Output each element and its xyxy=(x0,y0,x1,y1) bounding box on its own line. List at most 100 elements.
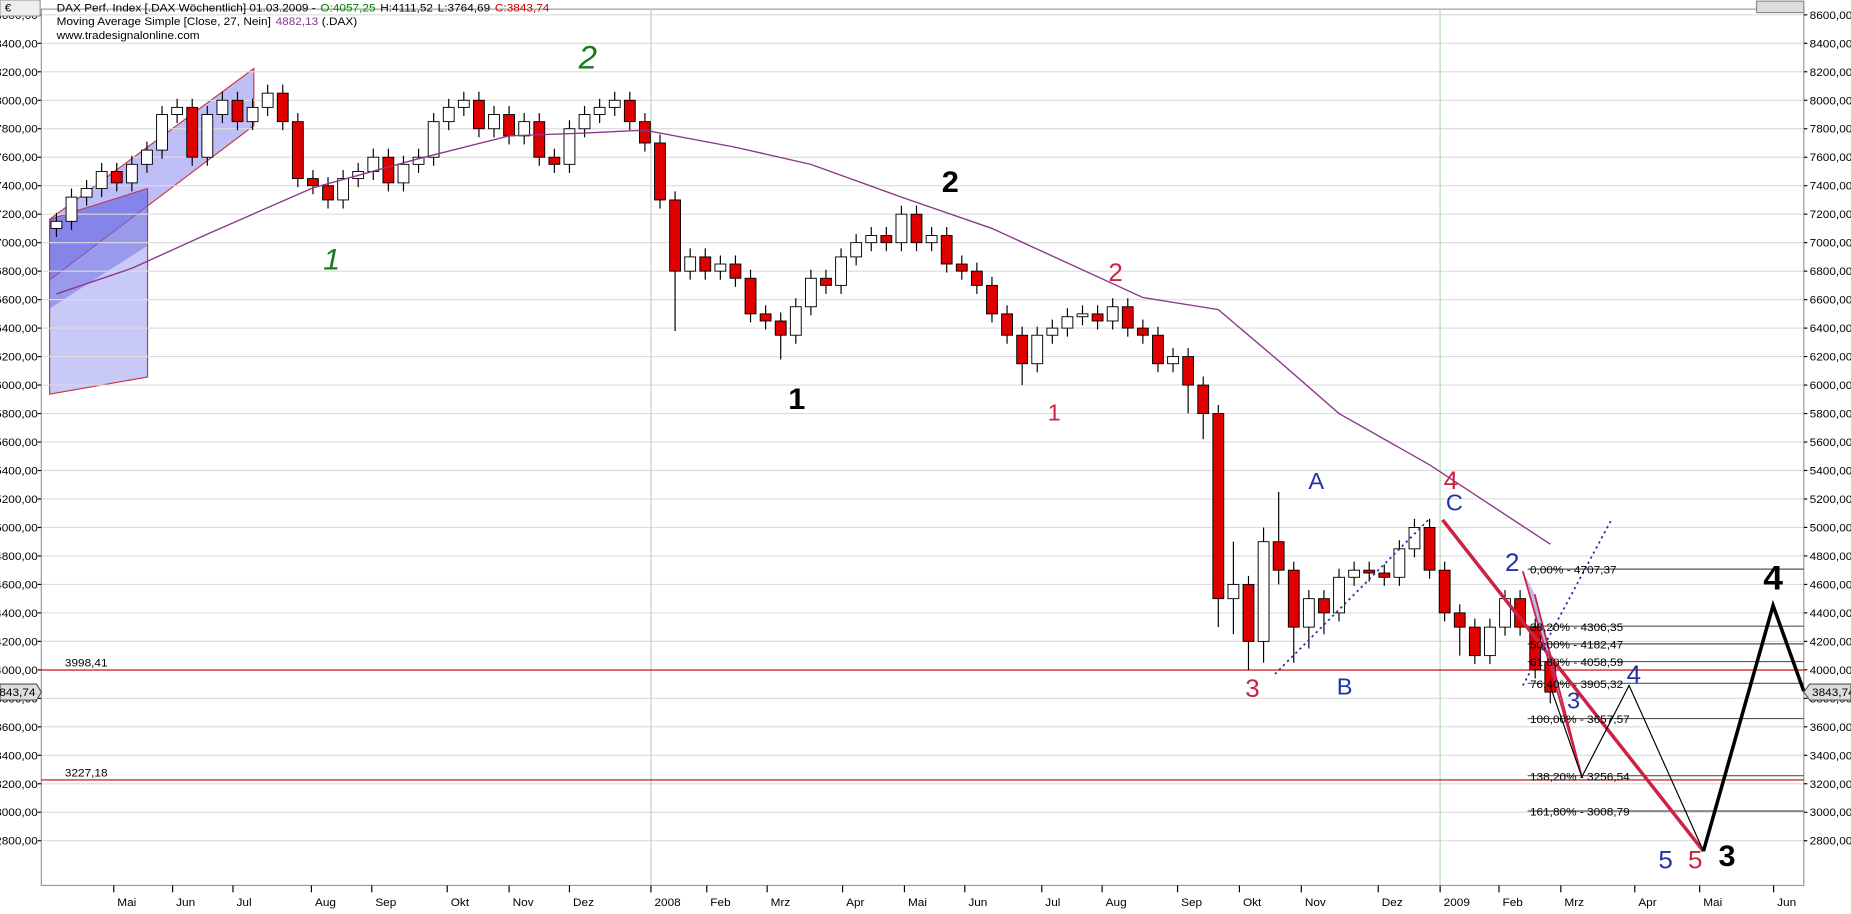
candle-body xyxy=(1484,626,1496,657)
candle-body xyxy=(623,99,636,123)
candle-body xyxy=(1318,598,1330,614)
candle-body xyxy=(171,106,184,115)
wave-label: B xyxy=(1337,674,1353,700)
candle-body xyxy=(276,92,289,123)
projection-box xyxy=(48,187,149,395)
candle-body xyxy=(699,256,712,272)
candle-body xyxy=(1061,316,1074,329)
ohlc-label: H:4111,52 xyxy=(380,2,433,15)
candle-body xyxy=(578,114,591,130)
y-tick-label: 4400,00 xyxy=(1810,607,1851,620)
y-tick-label: 4800,00 xyxy=(1810,550,1851,563)
candle-body xyxy=(50,220,63,229)
labels: 2800,00 2800,00 3000,00 3000,00 3200,00 3200,… xyxy=(0,9,1851,909)
y-tick-label: 8200,00 xyxy=(0,66,38,79)
fib-label: 50,00% - 4182,47 xyxy=(1530,639,1623,652)
candle-body xyxy=(503,114,515,137)
y-tick-label: 3200,00 xyxy=(0,778,38,791)
candle-body xyxy=(291,121,304,180)
candle-body xyxy=(1468,626,1481,657)
y-tick-label: 3400,00 xyxy=(0,749,38,762)
candle-body xyxy=(488,114,500,130)
ma-name: Moving Average Simple [Close, 27, Nein] xyxy=(57,15,271,28)
y-tick-label: 8600,00 xyxy=(1810,9,1851,22)
y-tick-label: 6400,00 xyxy=(0,322,38,335)
candle-body xyxy=(925,235,938,244)
x-tick-label: Jun xyxy=(176,896,195,909)
candle-body xyxy=(1348,569,1361,578)
price-tag-label: 3843,74 xyxy=(0,686,36,699)
fib-label: 138,20% - 3256,54 xyxy=(1530,770,1630,783)
y-tick-label: 5800,00 xyxy=(1810,408,1851,421)
y-tick-label: 7600,00 xyxy=(0,151,38,164)
candle-body xyxy=(789,306,802,336)
candle-body xyxy=(231,99,244,123)
x-tick-label: Aug xyxy=(315,896,336,909)
y-tick-label: 8000,00 xyxy=(0,94,38,107)
x-tick-label: Mai xyxy=(908,896,927,909)
candle-body xyxy=(880,235,893,244)
y-tick-label: 4800,00 xyxy=(0,550,38,563)
wave-label: 3 xyxy=(1719,840,1736,872)
candle-body xyxy=(1242,583,1255,642)
candle-body xyxy=(1076,313,1089,318)
candle-body xyxy=(397,163,410,184)
candle-body xyxy=(1031,334,1044,365)
x-tick-label: Okt xyxy=(451,896,470,909)
price-tag xyxy=(1803,683,1851,701)
candle-body xyxy=(1152,334,1164,365)
y-tick-label: 4000,00 xyxy=(0,664,38,677)
candle-body xyxy=(835,256,847,286)
candle-body xyxy=(1287,569,1300,628)
x-tick-label: Jun xyxy=(968,896,987,909)
y-tick-label: 7600,00 xyxy=(1810,151,1851,164)
y-tick-label: 6000,00 xyxy=(1810,379,1851,392)
candle-body xyxy=(804,277,817,308)
candle-body xyxy=(473,99,485,130)
wave-label: 2 xyxy=(578,40,597,75)
y-tick-label: 7400,00 xyxy=(1810,180,1851,193)
candle-body xyxy=(156,114,168,151)
window-buttons[interactable] xyxy=(1755,0,1805,14)
candle-body xyxy=(1257,541,1270,642)
dotted-line xyxy=(1522,519,1613,686)
candle-body xyxy=(261,92,274,108)
y-tick-label: 8000,00 xyxy=(1810,94,1851,107)
wave-label: 1 xyxy=(323,244,340,276)
x-tick-label: Nov xyxy=(1305,896,1326,909)
y-tick-label: 3000,00 xyxy=(1810,806,1851,819)
x-tick-label: Apr xyxy=(846,896,864,909)
x-tick-label: Jul xyxy=(1045,896,1060,909)
candle-body xyxy=(955,263,968,272)
y-tick-label: 2800,00 xyxy=(1810,835,1851,848)
x-tick-label: Okt xyxy=(1243,896,1262,909)
y-tick-label: 6600,00 xyxy=(0,294,38,307)
y-tick-label: 7800,00 xyxy=(1810,123,1851,136)
x-tick-label: Feb xyxy=(710,896,730,909)
x-tick-label: Dez xyxy=(573,896,594,909)
fib-label: 0,00% - 4707,37 xyxy=(1530,564,1617,577)
y-tick-label: 6600,00 xyxy=(1810,294,1851,307)
candle-body xyxy=(322,185,334,201)
candle-body xyxy=(1423,527,1436,571)
y-tick-label: 7000,00 xyxy=(1810,237,1851,250)
candle-body xyxy=(1438,569,1451,614)
title: DAX Perf. Index [.DAX Wöchentlich] 01.03… xyxy=(57,2,316,15)
price-tag xyxy=(0,683,42,701)
candle-body xyxy=(80,188,93,198)
ma-suffix: (.DAX) xyxy=(322,15,358,28)
candle-body xyxy=(457,99,470,108)
projection-path xyxy=(1549,684,1704,852)
candle-body xyxy=(593,106,606,115)
x-tick-label: Apr xyxy=(1638,896,1656,909)
marks xyxy=(50,84,1557,704)
x-tick-label: Feb xyxy=(1503,896,1523,909)
candle-body xyxy=(125,163,138,184)
drawings xyxy=(1274,518,1806,853)
candle-body xyxy=(186,106,199,158)
y-tick-label: 5200,00 xyxy=(1810,493,1851,506)
wave-label: C xyxy=(1446,490,1463,516)
candle-body xyxy=(1091,313,1104,322)
x-tick-label: Mrz xyxy=(1564,896,1584,909)
